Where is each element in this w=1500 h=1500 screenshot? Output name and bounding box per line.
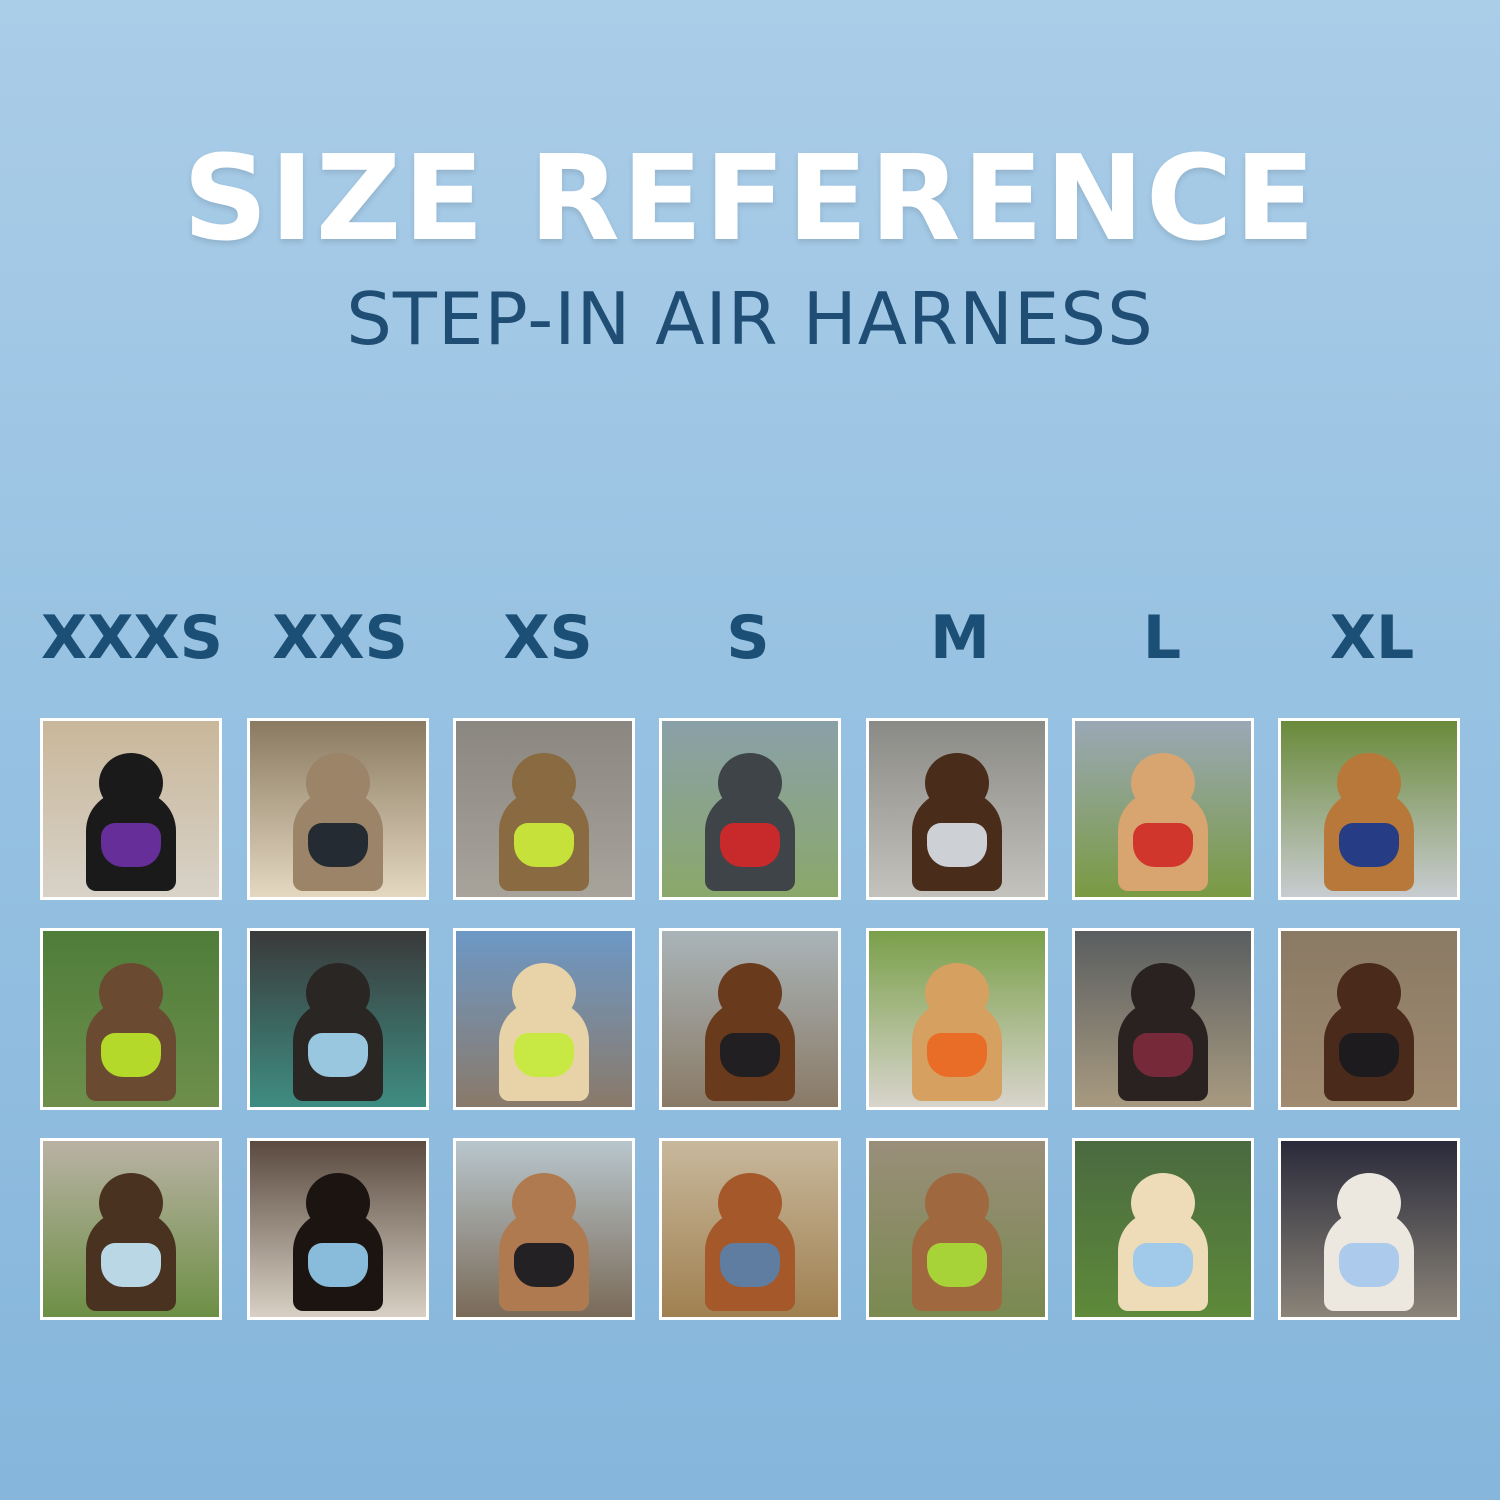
pet-figure xyxy=(1131,752,1195,813)
harness xyxy=(308,1033,368,1078)
pet-photo-xxs-2 xyxy=(247,928,429,1110)
pet-photo-xs-1 xyxy=(453,718,635,900)
size-label-xxxs: XXXS xyxy=(41,603,223,673)
pet-figure xyxy=(925,752,989,813)
pet-figure xyxy=(99,962,163,1023)
harness xyxy=(101,1243,161,1288)
size-label-l: L xyxy=(1142,603,1182,673)
harness xyxy=(514,1033,574,1078)
size-label-xxs: XXS xyxy=(272,603,408,673)
harness xyxy=(514,823,574,868)
harness xyxy=(514,1243,574,1288)
harness xyxy=(1133,823,1193,868)
pet-photo-xs-2 xyxy=(453,928,635,1110)
pet-photo-m-3 xyxy=(866,1138,1048,1320)
harness xyxy=(720,1243,780,1288)
pet-figure xyxy=(718,962,782,1023)
pet-photo-xxxs-2 xyxy=(40,928,222,1110)
pet-figure xyxy=(306,752,370,813)
pet-figure xyxy=(1337,752,1401,813)
pet-figure xyxy=(718,752,782,813)
harness xyxy=(1339,1033,1399,1078)
pet-photo-s-3 xyxy=(659,1138,841,1320)
pet-photo-l-1 xyxy=(1072,718,1254,900)
pet-photo-xxs-1 xyxy=(247,718,429,900)
pet-figure xyxy=(306,1172,370,1233)
pet-figure xyxy=(99,752,163,813)
pet-figure xyxy=(306,962,370,1023)
harness xyxy=(101,1033,161,1078)
page-subtitle: STEP-IN AIR HARNESS xyxy=(346,277,1154,361)
harness xyxy=(1133,1033,1193,1078)
pet-photo-xl-2 xyxy=(1278,928,1460,1110)
pet-photo-l-3 xyxy=(1072,1138,1254,1320)
pet-photo-xxxs-3 xyxy=(40,1138,222,1320)
pet-figure xyxy=(925,1172,989,1233)
pet-photo-m-2 xyxy=(866,928,1048,1110)
pet-photo-s-1 xyxy=(659,718,841,900)
size-label-xs: XS xyxy=(503,603,593,673)
pet-photo-xxxs-1 xyxy=(40,718,222,900)
harness xyxy=(927,823,987,868)
harness xyxy=(927,1033,987,1078)
pet-figure xyxy=(1337,962,1401,1023)
pet-figure xyxy=(512,752,576,813)
size-label-s: S xyxy=(726,603,770,673)
pet-figure xyxy=(718,1172,782,1233)
pet-photo-xl-3 xyxy=(1278,1138,1460,1320)
harness xyxy=(101,823,161,868)
pet-photo-xs-3 xyxy=(453,1138,635,1320)
pet-figure xyxy=(925,962,989,1023)
pet-figure xyxy=(1337,1172,1401,1233)
harness xyxy=(927,1243,987,1288)
harness xyxy=(720,823,780,868)
pet-figure xyxy=(1131,962,1195,1023)
size-label-m: M xyxy=(930,603,990,673)
harness xyxy=(1133,1243,1193,1288)
pet-photo-s-2 xyxy=(659,928,841,1110)
pet-photo-m-1 xyxy=(866,718,1048,900)
pet-figure xyxy=(1131,1172,1195,1233)
pet-photo-xxs-3 xyxy=(247,1138,429,1320)
pet-figure xyxy=(512,962,576,1023)
harness xyxy=(720,1033,780,1078)
size-label-xl: XL xyxy=(1329,603,1415,673)
pet-figure xyxy=(99,1172,163,1233)
page-title: SIZE REFERENCE xyxy=(182,129,1318,267)
pet-figure xyxy=(512,1172,576,1233)
harness xyxy=(1339,823,1399,868)
pet-photo-xl-1 xyxy=(1278,718,1460,900)
pet-photo-l-2 xyxy=(1072,928,1254,1110)
harness xyxy=(1339,1243,1399,1288)
harness xyxy=(308,823,368,868)
harness xyxy=(308,1243,368,1288)
